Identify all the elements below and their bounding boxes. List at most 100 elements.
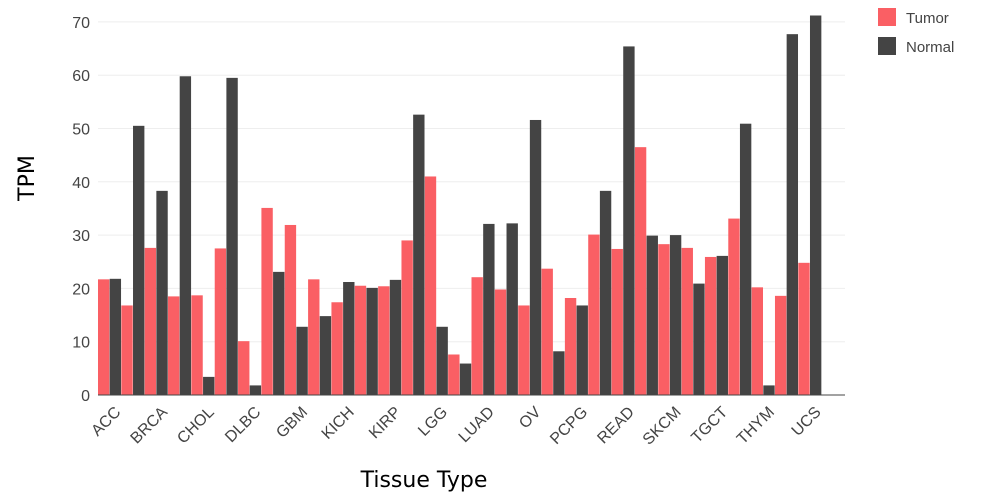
x-tick-label-chol: CHOL xyxy=(174,404,218,448)
bar-tumor-dlbc[interactable] xyxy=(238,341,250,395)
bar-normal-chol[interactable] xyxy=(226,77,238,396)
bar-normal-skcm[interactable] xyxy=(693,283,705,395)
bar-normal-tgct[interactable] xyxy=(739,123,752,395)
bar-tumor-thym[interactable] xyxy=(774,295,787,395)
bar-normal-thym[interactable] xyxy=(786,34,799,395)
bar-tumor-gbm[interactable] xyxy=(284,224,297,395)
bar-normal-tgct[interactable] xyxy=(716,255,728,395)
bar-tumor-skcm[interactable] xyxy=(681,247,693,395)
x-tick-label-tgct: TGCT xyxy=(688,404,731,447)
bar-normal-kich[interactable] xyxy=(343,282,355,395)
bar-tumor-lgg[interactable] xyxy=(424,176,437,395)
x-tick-label-ov: OV xyxy=(516,404,545,433)
bar-tumor-chol[interactable] xyxy=(191,295,203,395)
legend-swatch-normal xyxy=(878,37,896,55)
bar-tumor-luad[interactable] xyxy=(494,289,507,395)
x-tick-label-ucs: UCS xyxy=(789,404,825,440)
bar-normal-dlbc[interactable] xyxy=(273,271,285,395)
bar-tumor-pcpg[interactable] xyxy=(564,297,577,395)
bar-tumor-skcm[interactable] xyxy=(658,244,670,395)
y-tick-labels: 0 10 20 30 40 50 60 70 xyxy=(72,15,90,405)
bar-tumor-dlbc[interactable] xyxy=(261,207,273,395)
bar-normal-kirp[interactable] xyxy=(389,279,402,395)
bar-normal-brca[interactable] xyxy=(156,190,168,395)
bar-normal-skcm[interactable] xyxy=(669,235,682,395)
bar-normal-ov[interactable] xyxy=(529,119,542,395)
bar-normal-ucs[interactable] xyxy=(809,15,822,396)
bar-tumor-lgg[interactable] xyxy=(448,354,460,395)
bar-tumor-ucs[interactable] xyxy=(798,262,810,395)
bar-tumor-ov[interactable] xyxy=(518,305,530,395)
x-tick-label-thym: THYM xyxy=(734,404,778,448)
bar-normal-acc[interactable] xyxy=(133,125,145,395)
bar-tumor-tgct[interactable] xyxy=(728,218,740,395)
y-tick-label: 60 xyxy=(72,68,90,85)
bar-tumor-brca[interactable] xyxy=(168,296,180,395)
bar-tumor-acc[interactable] xyxy=(121,305,133,395)
bar-normal-read[interactable] xyxy=(646,235,658,395)
y-tick-label: 50 xyxy=(72,122,90,139)
bar-normal-read[interactable] xyxy=(623,46,635,396)
bar-tumor-tgct[interactable] xyxy=(704,256,717,395)
y-tick-label: 40 xyxy=(72,175,90,192)
bar-tumor-chol[interactable] xyxy=(214,248,227,395)
bar-tumor-read[interactable] xyxy=(611,248,623,395)
y-tick-label: 0 xyxy=(81,388,90,405)
x-tick-label-pcpg: PCPG xyxy=(547,404,591,448)
bar-tumor-luad[interactable] xyxy=(471,277,483,395)
x-tick-label-gbm: GBM xyxy=(273,404,311,442)
x-tick-labels: ACC BRCA CHOL DLBC GBM KICH KIRP LGG LUAD OV PCPG R… xyxy=(88,404,824,449)
bar-tumor-brca[interactable] xyxy=(144,247,157,395)
bar-normal-kirp[interactable] xyxy=(413,114,425,395)
bar-tumor-kirp[interactable] xyxy=(401,240,413,395)
x-tick-label-skcm: SKCM xyxy=(640,404,685,449)
x-axis-title: Tissue Type xyxy=(360,468,488,493)
y-tick-label: 30 xyxy=(72,228,90,245)
bars xyxy=(98,15,822,396)
y-axis-title: TPM xyxy=(15,155,40,202)
bar-normal-luad[interactable] xyxy=(483,223,495,395)
legend-label-tumor: Tumor xyxy=(906,10,949,27)
bar-normal-lgg[interactable] xyxy=(436,326,448,395)
x-tick-label-luad: LUAD xyxy=(456,404,498,446)
bar-tumor-acc[interactable] xyxy=(98,279,110,395)
y-tick-label: 70 xyxy=(72,15,90,32)
x-tick-label-acc: ACC xyxy=(88,404,124,440)
x-tick-label-read: READ xyxy=(594,404,637,447)
legend-item-tumor[interactable]: Tumor xyxy=(878,8,949,27)
x-tick-label-brca: BRCA xyxy=(128,404,172,448)
bar-tumor-kich[interactable] xyxy=(354,285,367,395)
legend-item-normal[interactable]: Normal xyxy=(878,37,954,56)
x-tick-label-dlbc: DLBC xyxy=(222,404,264,446)
bar-normal-gbm[interactable] xyxy=(319,316,332,395)
legend-swatch-tumor xyxy=(878,8,896,26)
bar-normal-lgg[interactable] xyxy=(459,363,472,395)
bar-normal-pcpg[interactable] xyxy=(599,190,612,395)
bar-normal-dlbc[interactable] xyxy=(249,385,262,395)
bar-tumor-gbm[interactable] xyxy=(308,279,320,395)
x-tick-label-lgg: LGG xyxy=(415,404,451,440)
bar-normal-acc[interactable] xyxy=(109,278,122,395)
x-tick-label-kirp: KIRP xyxy=(366,404,404,442)
legend: Tumor Normal xyxy=(878,8,954,56)
bar-normal-luad[interactable] xyxy=(506,223,518,395)
bar-tumor-pcpg[interactable] xyxy=(588,234,600,395)
bar-tumor-thym[interactable] xyxy=(751,287,763,395)
bar-tumor-kich[interactable] xyxy=(331,302,343,395)
legend-label-normal: Normal xyxy=(906,39,954,56)
bar-normal-ov[interactable] xyxy=(553,351,565,395)
bar-tumor-ov[interactable] xyxy=(541,268,553,395)
bar-normal-chol[interactable] xyxy=(203,376,215,395)
bar-normal-kich[interactable] xyxy=(366,287,378,395)
bar-tumor-kirp[interactable] xyxy=(378,286,390,395)
bar-tumor-read[interactable] xyxy=(634,147,647,395)
bar-normal-gbm[interactable] xyxy=(296,326,308,395)
bar-normal-thym[interactable] xyxy=(763,385,775,395)
y-tick-label: 10 xyxy=(72,335,90,352)
y-tick-label: 20 xyxy=(72,281,90,298)
x-tick-label-kich: KICH xyxy=(319,404,358,443)
bar-normal-brca[interactable] xyxy=(179,76,192,396)
bar-normal-pcpg[interactable] xyxy=(576,305,588,395)
